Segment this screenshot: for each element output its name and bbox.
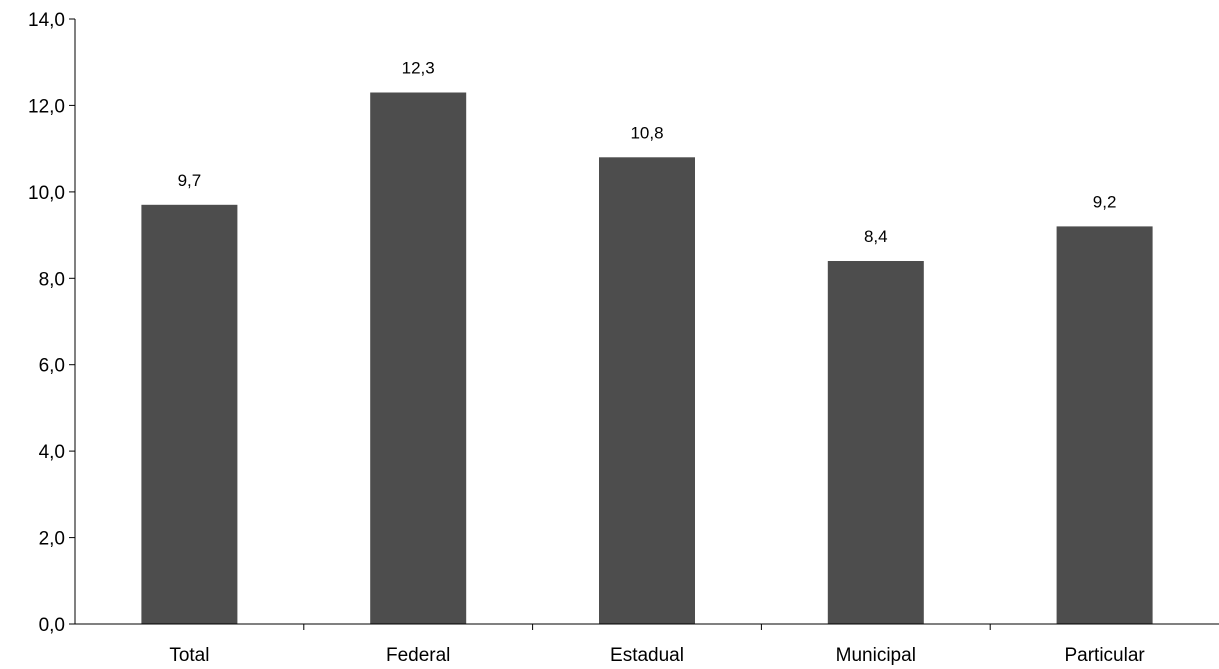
y-tick-label: 14,0 — [28, 10, 65, 31]
category-label-particular: Particular — [1064, 645, 1145, 666]
data-label-federal: 12,3 — [402, 59, 435, 78]
axes-group — [69, 18, 1219, 630]
category-label-federal: Federal — [386, 645, 450, 666]
y-tick-label: 2,0 — [39, 529, 65, 550]
category-label-municipal: Municipal — [836, 645, 916, 666]
data-label-municipal: 8,4 — [864, 227, 888, 246]
y-tick-label: 0,0 — [39, 615, 65, 636]
bars-group — [141, 92, 1153, 625]
data-label-particular: 9,2 — [1093, 192, 1117, 211]
category-label-estadual: Estadual — [610, 645, 684, 666]
labels-group: 9,7 Total 12,3 Federal 10,8 Estadual 8,4 Munici… — [28, 10, 1145, 666]
y-tick-label: 8,0 — [39, 269, 65, 290]
data-label-total: 9,7 — [178, 171, 202, 190]
bar-particular — [1056, 226, 1153, 624]
y-tick-label: 4,0 — [39, 442, 65, 463]
y-tick-label: 6,0 — [39, 356, 65, 377]
y-tick-label: 12,0 — [28, 96, 65, 117]
bar-total — [141, 204, 238, 625]
bar-federal — [370, 92, 467, 624]
bar-municipal — [827, 261, 924, 624]
category-label-total: Total — [169, 645, 209, 666]
data-label-estadual: 10,8 — [630, 123, 663, 142]
bar-estadual — [599, 157, 695, 625]
y-tick-label: 10,0 — [28, 183, 65, 204]
